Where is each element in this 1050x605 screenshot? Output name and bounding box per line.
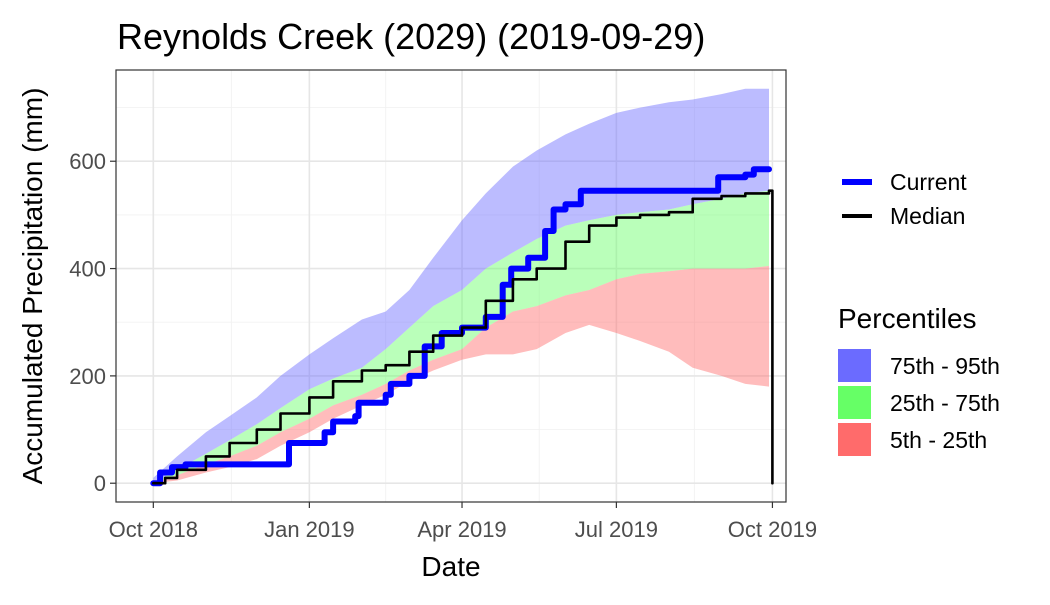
y-tick-label: 0 xyxy=(94,471,106,496)
series-lines xyxy=(150,166,774,487)
grid-major xyxy=(116,70,786,502)
y-axis-label: Accumulated Precipitation (mm) xyxy=(17,88,48,485)
x-tick-label: Jan 2019 xyxy=(264,517,355,542)
line-median xyxy=(152,189,774,485)
legend-label-median: Median xyxy=(890,203,965,229)
plot-panel-border xyxy=(115,69,787,503)
legend-label-current: Current xyxy=(890,169,967,195)
legend-swatch xyxy=(838,423,871,456)
x-axis-label: Date xyxy=(421,551,480,582)
x-tick-label: Jul 2019 xyxy=(575,517,658,542)
y-tick-label: 200 xyxy=(69,364,106,389)
x-tick-label: Oct 2018 xyxy=(109,517,198,542)
chart-title: Reynolds Creek (2029) (2019-09-29) xyxy=(117,16,705,57)
y-axis: 0 200 400 600 xyxy=(69,149,116,496)
legend: Current Median Percentiles 75th - 95th 25th … xyxy=(838,169,1000,456)
line-current xyxy=(150,166,772,487)
grid-minor xyxy=(116,70,786,502)
percentile-bands xyxy=(153,88,770,484)
band-25th-75th xyxy=(153,190,770,484)
band-75th-95th xyxy=(153,88,770,484)
legend-swatch xyxy=(838,349,871,382)
legend-fill-label: 75th - 95th xyxy=(890,353,1000,379)
legend-swatch xyxy=(838,386,871,419)
legend-fill-label: 25th - 75th xyxy=(890,390,1000,416)
y-tick-label: 400 xyxy=(69,257,106,282)
x-axis: Oct 2018 Jan 2019 Apr 2019 Jul 2019 Oct 2019 xyxy=(109,502,817,542)
x-tick-label: Apr 2019 xyxy=(417,517,506,542)
legend-fill-title: Percentiles xyxy=(838,303,977,334)
legend-fill-label: 5th - 25th xyxy=(890,427,987,453)
band-5th-25th xyxy=(153,265,770,484)
y-tick-label: 600 xyxy=(69,149,106,174)
x-tick-label: Oct 2019 xyxy=(728,517,817,542)
